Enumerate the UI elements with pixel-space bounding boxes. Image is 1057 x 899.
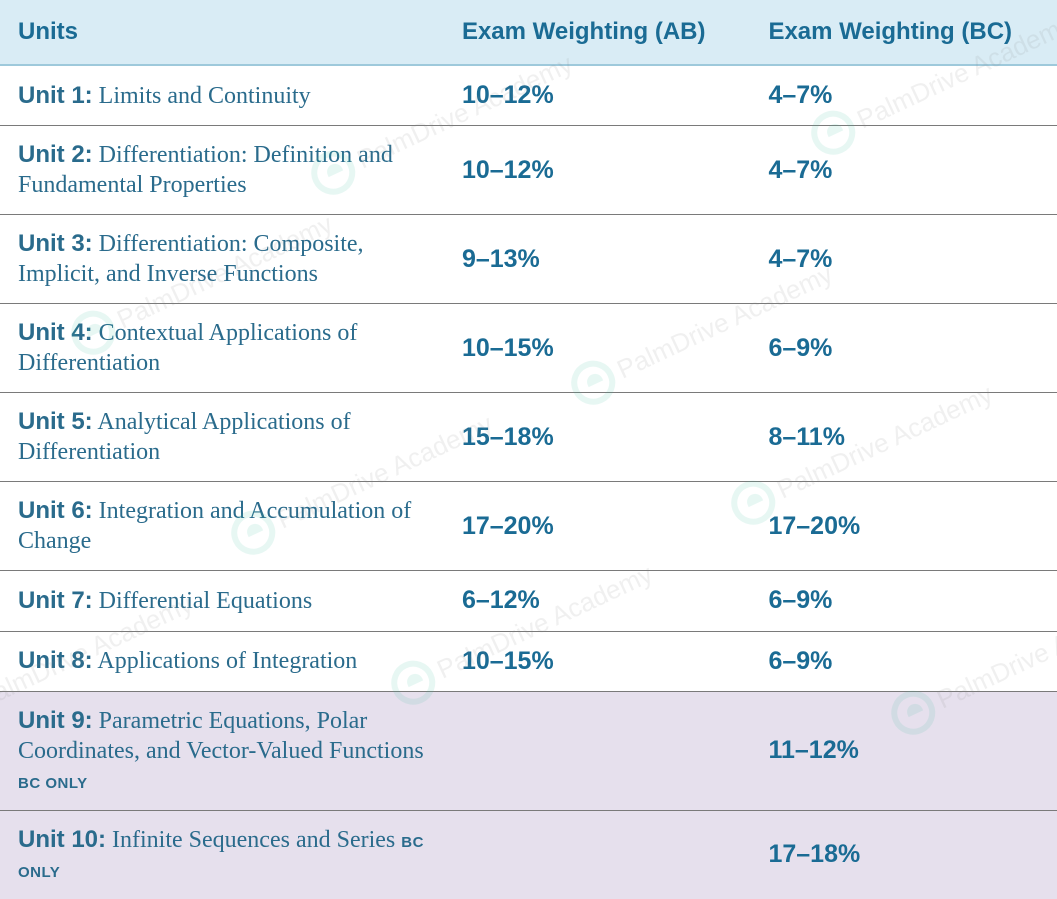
weight-ab (444, 810, 751, 899)
weight-bc: 8–11% (750, 393, 1057, 482)
unit-label: Unit 3: (18, 230, 93, 257)
table-row: Unit 5: Analytical Applications of Diffe… (0, 393, 1057, 482)
weight-ab: 6–12% (444, 571, 751, 631)
unit-label: Unit 10: (18, 826, 106, 853)
weight-bc: 4–7% (750, 126, 1057, 215)
unit-cell: Unit 4: Contextual Applications of Diffe… (0, 304, 444, 393)
weight-ab (444, 691, 751, 810)
unit-cell: Unit 3: Differentiation: Composite, Impl… (0, 215, 444, 304)
table-row: Unit 4: Contextual Applications of Diffe… (0, 304, 1057, 393)
weight-bc: 6–9% (750, 571, 1057, 631)
unit-cell: Unit 1: Limits and Continuity (0, 65, 444, 126)
table-row: Unit 1: Limits and Continuity10–12%4–7% (0, 65, 1057, 126)
table-row: Unit 7: Differential Equations6–12%6–9% (0, 571, 1057, 631)
weight-bc: 6–9% (750, 304, 1057, 393)
unit-label: Unit 9: (18, 707, 93, 734)
weight-bc: 6–9% (750, 631, 1057, 691)
weight-ab: 10–15% (444, 631, 751, 691)
unit-cell: Unit 5: Analytical Applications of Diffe… (0, 393, 444, 482)
table-row: Unit 3: Differentiation: Composite, Impl… (0, 215, 1057, 304)
weight-ab: 10–12% (444, 126, 751, 215)
unit-cell: Unit 6: Integration and Accumulation of … (0, 482, 444, 571)
unit-label: Unit 1: (18, 82, 93, 109)
unit-cell: Unit 2: Differentiation: Definition and … (0, 126, 444, 215)
header-units: Units (0, 0, 444, 65)
unit-cell: Unit 10: Infinite Sequences and Series B… (0, 810, 444, 899)
table-row: Unit 8: Applications of Integration10–15… (0, 631, 1057, 691)
weight-ab: 9–13% (444, 215, 751, 304)
header-bc: Exam Weighting (BC) (750, 0, 1057, 65)
bc-only-badge: BC ONLY (18, 775, 88, 792)
table-row: Unit 2: Differentiation: Definition and … (0, 126, 1057, 215)
header-ab: Exam Weighting (AB) (444, 0, 751, 65)
weight-ab: 17–20% (444, 482, 751, 571)
unit-title: Limits and Continuity (99, 83, 311, 109)
unit-title: Infinite Sequences and Series (112, 827, 395, 853)
unit-label: Unit 7: (18, 587, 93, 614)
unit-label: Unit 6: (18, 497, 93, 524)
weight-bc: 17–20% (750, 482, 1057, 571)
table-row: Unit 9: Parametric Equations, Polar Coor… (0, 691, 1057, 810)
unit-label: Unit 8: (18, 647, 93, 674)
table-row: Unit 6: Integration and Accumulation of … (0, 482, 1057, 571)
weight-bc: 17–18% (750, 810, 1057, 899)
weight-bc: 4–7% (750, 65, 1057, 126)
unit-label: Unit 2: (18, 141, 93, 168)
unit-cell: Unit 8: Applications of Integration (0, 631, 444, 691)
table-row: Unit 10: Infinite Sequences and Series B… (0, 810, 1057, 899)
unit-label: Unit 4: (18, 319, 93, 346)
weight-bc: 11–12% (750, 691, 1057, 810)
weight-ab: 10–12% (444, 65, 751, 126)
weight-bc: 4–7% (750, 215, 1057, 304)
table-header-row: Units Exam Weighting (AB) Exam Weighting… (0, 0, 1057, 65)
unit-label: Unit 5: (18, 408, 93, 435)
weight-ab: 15–18% (444, 393, 751, 482)
weight-ab: 10–15% (444, 304, 751, 393)
unit-title: Applications of Integration (97, 648, 357, 674)
unit-cell: Unit 9: Parametric Equations, Polar Coor… (0, 691, 444, 810)
exam-weighting-table: Units Exam Weighting (AB) Exam Weighting… (0, 0, 1057, 899)
unit-cell: Unit 7: Differential Equations (0, 571, 444, 631)
unit-title: Differential Equations (99, 588, 313, 614)
